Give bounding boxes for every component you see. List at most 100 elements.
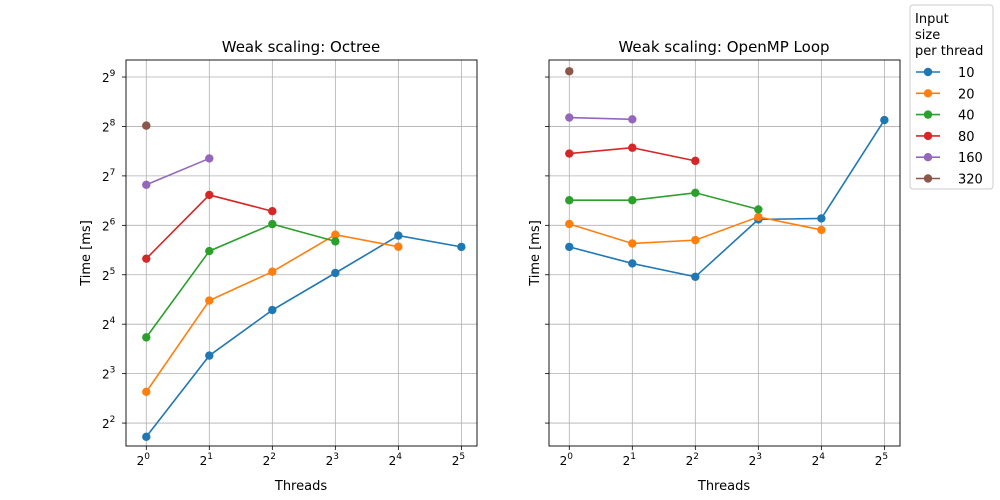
- octree-x-label: Threads: [274, 479, 327, 494]
- x-tick-base: 2: [875, 454, 883, 468]
- y-tick-label: 22: [102, 415, 115, 431]
- data-point-40: [142, 333, 151, 342]
- legend-marker-160: [923, 153, 933, 162]
- x-tick-label: 20: [560, 452, 574, 468]
- y-tick-base: 2: [102, 219, 110, 233]
- legend-label-160: 160: [958, 151, 983, 166]
- openmp-title: Weak scaling: OpenMP Loop: [618, 38, 829, 56]
- y-tick-exponent: 6: [110, 217, 116, 227]
- series-line-160: [569, 116, 633, 121]
- series-line-160: [145, 157, 210, 186]
- x-tick-base: 2: [326, 454, 334, 468]
- x-tick-exponent: 2: [270, 452, 276, 462]
- y-tick-exponent: 3: [110, 366, 116, 376]
- legend-label-10: 10: [958, 66, 975, 81]
- x-tick-exponent: 1: [630, 452, 636, 462]
- y-tick-exponent: 8: [110, 118, 116, 128]
- series-group: [565, 67, 889, 281]
- octree-title: Weak scaling: Octree: [222, 38, 381, 56]
- data-point-320: [142, 121, 151, 130]
- y-tick-base: 2: [102, 120, 110, 134]
- data-point-20: [142, 387, 151, 397]
- legend-label-80: 80: [958, 130, 975, 145]
- y-tick-label: 24: [102, 316, 116, 332]
- data-point-10: [817, 214, 826, 223]
- x-tick-exponent: 0: [144, 452, 150, 462]
- axes-frame: [548, 59, 901, 447]
- y-tick-exponent: 9: [110, 69, 116, 79]
- data-point-40: [268, 219, 277, 229]
- x-tick-base: 2: [263, 454, 271, 468]
- data-point-10: [880, 115, 889, 125]
- x-tick-label: 25: [875, 452, 888, 468]
- x-tick-base: 2: [560, 454, 568, 468]
- data-point-20: [331, 230, 340, 239]
- data-point-10: [142, 432, 151, 441]
- data-point-20: [268, 267, 277, 276]
- legend-marker-10: [923, 67, 933, 77]
- x-tick-exponent: 0: [567, 452, 573, 462]
- axes-frame: [125, 59, 478, 447]
- x-tick-exponent: 2: [693, 452, 699, 462]
- legend-marker-320: [923, 174, 933, 183]
- data-point-160: [205, 154, 214, 163]
- y-tick-exponent: 5: [110, 267, 116, 277]
- x-tick-label: 25: [452, 452, 465, 468]
- y-tick-base: 2: [102, 417, 110, 431]
- data-point-80: [628, 143, 637, 152]
- series-line-40: [569, 191, 759, 211]
- x-tick-label: 21: [200, 452, 213, 468]
- data-point-20: [565, 219, 574, 229]
- data-point-10: [394, 231, 403, 240]
- x-tick-exponent: 3: [333, 452, 339, 462]
- y-tick-base: 2: [102, 71, 110, 85]
- data-point-10: [205, 351, 214, 360]
- x-tick-exponent: 1: [207, 452, 213, 462]
- data-point-80: [205, 190, 214, 200]
- data-point-10: [565, 242, 574, 252]
- openmp-panel: Weak scaling: OpenMP Loop Threads Time […: [528, 38, 901, 494]
- data-point-160: [628, 115, 637, 124]
- x-tick-base: 2: [686, 454, 694, 468]
- x-tick-label: 24: [812, 452, 826, 468]
- legend-label-320: 320: [958, 173, 983, 188]
- data-point-10: [628, 259, 637, 268]
- x-tick-exponent: 5: [459, 452, 465, 462]
- y-tick-label: 27: [102, 168, 115, 184]
- legend-title-line-1: Input: [915, 12, 949, 27]
- y-tick-exponent: 4: [110, 316, 116, 326]
- data-point-40: [205, 246, 214, 256]
- data-point-20: [628, 239, 637, 248]
- data-point-80: [691, 156, 700, 166]
- data-point-20: [394, 242, 403, 251]
- data-point-40: [565, 196, 574, 205]
- y-tick-base: 2: [102, 170, 110, 184]
- y-tick-label: 25: [102, 267, 115, 283]
- data-point-320: [565, 67, 574, 76]
- y-tick-label: 28: [102, 118, 116, 134]
- data-point-40: [754, 205, 763, 214]
- x-tick-exponent: 5: [882, 452, 888, 462]
- x-tick-base: 2: [452, 454, 460, 468]
- y-tick-label: 23: [102, 366, 115, 382]
- data-point-80: [565, 149, 574, 158]
- x-tick-base: 2: [137, 454, 145, 468]
- data-point-10: [331, 268, 340, 278]
- data-point-10: [268, 305, 277, 315]
- data-point-20: [205, 296, 214, 305]
- x-tick-exponent: 4: [396, 452, 402, 462]
- x-tick-label: 22: [686, 452, 699, 468]
- series-group: [142, 121, 466, 441]
- y-tick-exponent: 2: [110, 415, 116, 425]
- legend-marker-80: [923, 131, 933, 141]
- octree-y-label: Time [ms]: [79, 220, 94, 287]
- y-tick-label: 26: [102, 217, 116, 233]
- series-line-10: [145, 234, 462, 438]
- legend-title-line-2: size: [915, 28, 940, 43]
- data-point-40: [331, 237, 340, 246]
- openmp-y-label: Time [ms]: [528, 220, 543, 287]
- ticks: 20 21 22 23 24 25: [545, 76, 888, 468]
- y-tick-exponent: 7: [110, 168, 116, 178]
- data-point-160: [142, 180, 151, 189]
- x-tick-label: 23: [749, 452, 762, 468]
